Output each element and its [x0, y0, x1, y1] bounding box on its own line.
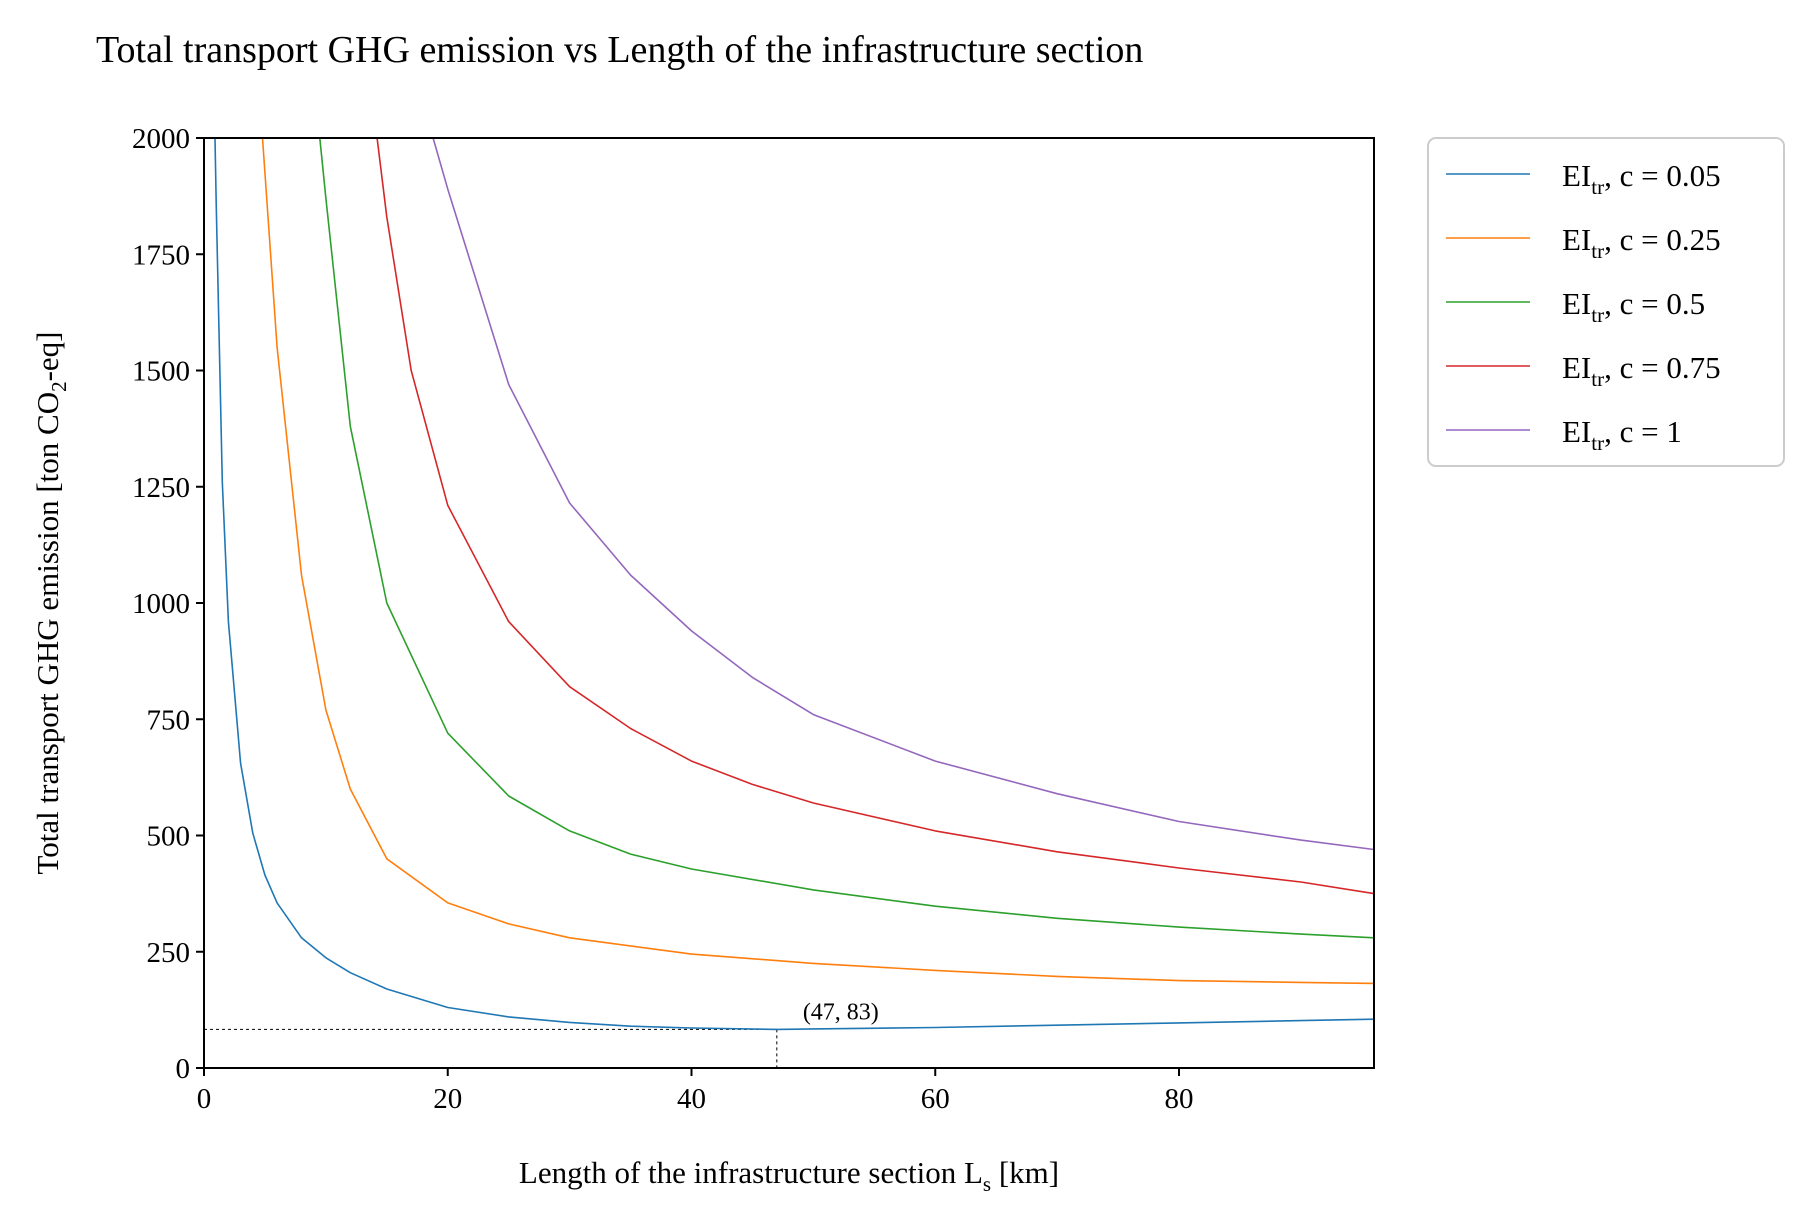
y-tick-label: 1750 [132, 239, 190, 271]
legend-label: EItr, c = 0.75 [1562, 350, 1721, 391]
legend-label-suffix: , c = 1 [1604, 414, 1682, 449]
series-line-0 [214, 138, 1374, 1031]
y-axis-label: Total transport GHG emission [ton CO2-eq… [30, 332, 71, 875]
x-tick-label: 40 [677, 1083, 706, 1115]
series-lines [214, 138, 1374, 1031]
x-axis-label-main: Length of the infrastructure section L [519, 1155, 983, 1190]
legend-label-suffix: , c = 0.5 [1604, 286, 1705, 321]
y-tick-label: 500 [147, 821, 191, 853]
plot-area: (47, 83) [203, 137, 1375, 1069]
legend-label-sub: tr [1591, 175, 1604, 199]
x-tick-label: 0 [197, 1083, 212, 1115]
x-tick-label: 60 [921, 1083, 950, 1115]
y-tick-label: 0 [176, 1053, 191, 1085]
legend-box [1427, 137, 1785, 467]
y-tick-label: 1250 [132, 472, 190, 504]
legend-label: EItr, c = 0.25 [1562, 222, 1721, 263]
y-tick-label: 2000 [132, 123, 190, 155]
legend-label-sub: tr [1591, 367, 1604, 391]
legend-label: EItr, c = 0.5 [1562, 286, 1705, 327]
y-tick-label: 1000 [132, 588, 190, 620]
legend-label-main: EI [1562, 222, 1591, 257]
legend-label-main: EI [1562, 158, 1591, 193]
x-axis-label: Length of the infrastructure section Ls … [519, 1155, 1059, 1196]
chart-title: Total transport GHG emission vs Length o… [96, 29, 1143, 71]
y-axis-label-unit: -eq] [30, 332, 65, 382]
x-tick-label: 80 [1165, 1083, 1194, 1115]
series-line-3 [376, 138, 1374, 895]
legend-label-sub: tr [1591, 239, 1604, 263]
legend-label-sub: tr [1591, 303, 1604, 327]
y-tick-label: 1500 [132, 356, 190, 388]
legend-label: EItr, c = 1 [1562, 414, 1682, 455]
y-tick-label: 250 [147, 937, 191, 969]
y-axis-label-sub: 2 [47, 381, 71, 392]
y-axis: 0 250 500 750 1000 1250 1500 1750 2000 [132, 123, 204, 1085]
x-axis-label-unit: [km] [991, 1155, 1059, 1190]
legend-label-main: EI [1562, 286, 1591, 321]
x-axis: 0 20 40 60 80 [197, 1068, 1194, 1115]
legend-label: EItr, c = 0.05 [1562, 158, 1721, 199]
x-axis-label-sub: s [983, 1172, 991, 1196]
legend-label-suffix: , c = 0.75 [1604, 350, 1721, 385]
series-line-2 [319, 138, 1374, 939]
y-axis-label-main: Total transport GHG emission [ton CO [30, 392, 65, 875]
reference-lines [204, 1028, 778, 1068]
legend-label-main: EI [1562, 350, 1591, 385]
series-line-4 [432, 138, 1374, 851]
legend-label-suffix: , c = 0.05 [1604, 158, 1721, 193]
series-line-1 [261, 138, 1374, 985]
x-tick-label: 20 [433, 1083, 462, 1115]
legend-label-suffix: , c = 0.25 [1604, 222, 1721, 257]
legend-label-main: EI [1562, 414, 1591, 449]
y-tick-label: 750 [147, 704, 191, 736]
annotation-label: (47, 83) [803, 999, 879, 1025]
legend-label-sub: tr [1591, 431, 1604, 455]
